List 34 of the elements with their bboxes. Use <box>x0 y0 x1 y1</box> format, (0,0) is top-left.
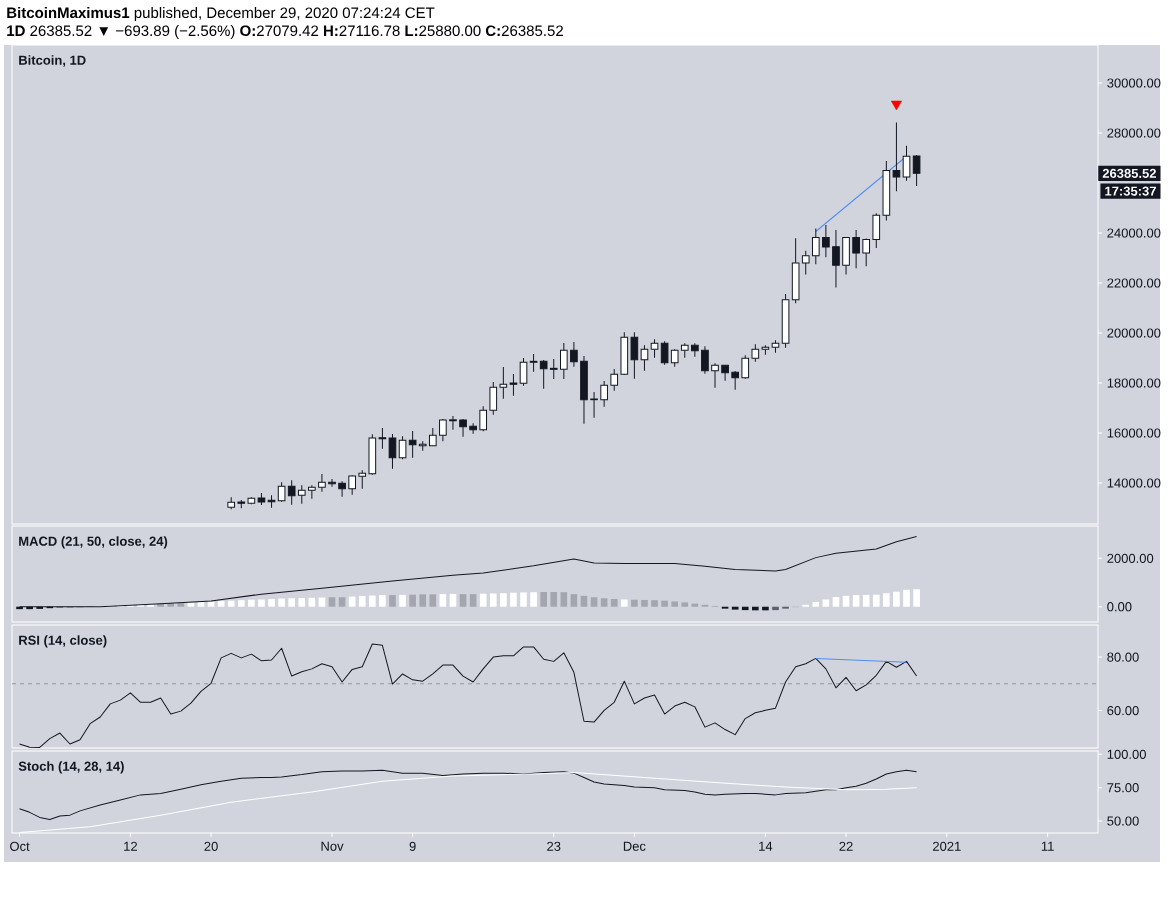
chart-subtitle: BitcoinMaximus1 published, December 29, 2020 07:24:24 CET <box>7 7 435 21</box>
y-tick-label: 18000.00 <box>1107 378 1161 388</box>
y-tick-label: 2000.00 <box>1107 553 1154 563</box>
x-tick-label: 9 <box>409 841 416 851</box>
x-tick-label: 20 <box>204 841 218 851</box>
x-tick-label: 14 <box>759 841 773 851</box>
text: 17:35:37 <box>1105 186 1156 196</box>
x-tick-label: Dec <box>623 841 646 851</box>
x-tick-label: 12 <box>124 841 138 851</box>
text: 26385.52 <box>1102 168 1156 178</box>
y-tick-label: 28000.00 <box>1107 128 1161 138</box>
x-tick-label: Nov <box>321 841 344 851</box>
text: RSI (14, close) <box>19 635 107 648</box>
y-tick-label: 50.00 <box>1107 816 1139 826</box>
y-tick-label: 80.00 <box>1107 652 1139 662</box>
y-tick-label: 30000.00 <box>1107 78 1161 88</box>
x-tick-label: 11 <box>1041 841 1054 851</box>
x-tick-label: Oct <box>10 841 30 851</box>
y-tick-label: 0.00 <box>1107 602 1132 612</box>
text: MACD (21, 50, close, 24) <box>19 536 168 549</box>
y-tick-label: 22000.00 <box>1107 278 1161 288</box>
y-tick-label: 16000.00 <box>1107 428 1161 438</box>
y-tick-label: 75.00 <box>1107 783 1139 793</box>
y-tick-label: 20000.00 <box>1107 328 1161 338</box>
y-tick-label: 24000.00 <box>1107 228 1161 238</box>
y-tick-label: 60.00 <box>1107 705 1139 716</box>
y-tick-label: 14000.00 <box>1107 478 1161 488</box>
y-tick-label: 100.00 <box>1107 749 1146 759</box>
text: 1D 26385.52 ▼ −693.89 (−2.56%) O:27079.42 H:27116.78 L:25880.00 C:26385.52 <box>7 25 563 39</box>
x-tick-label: 2021 <box>933 841 961 851</box>
text: Bitcoin, 1D <box>19 55 86 67</box>
x-tick-label: 23 <box>547 841 561 851</box>
x-tick-label: 22 <box>839 841 853 851</box>
text: Stoch (14, 28, 14) <box>18 761 124 774</box>
